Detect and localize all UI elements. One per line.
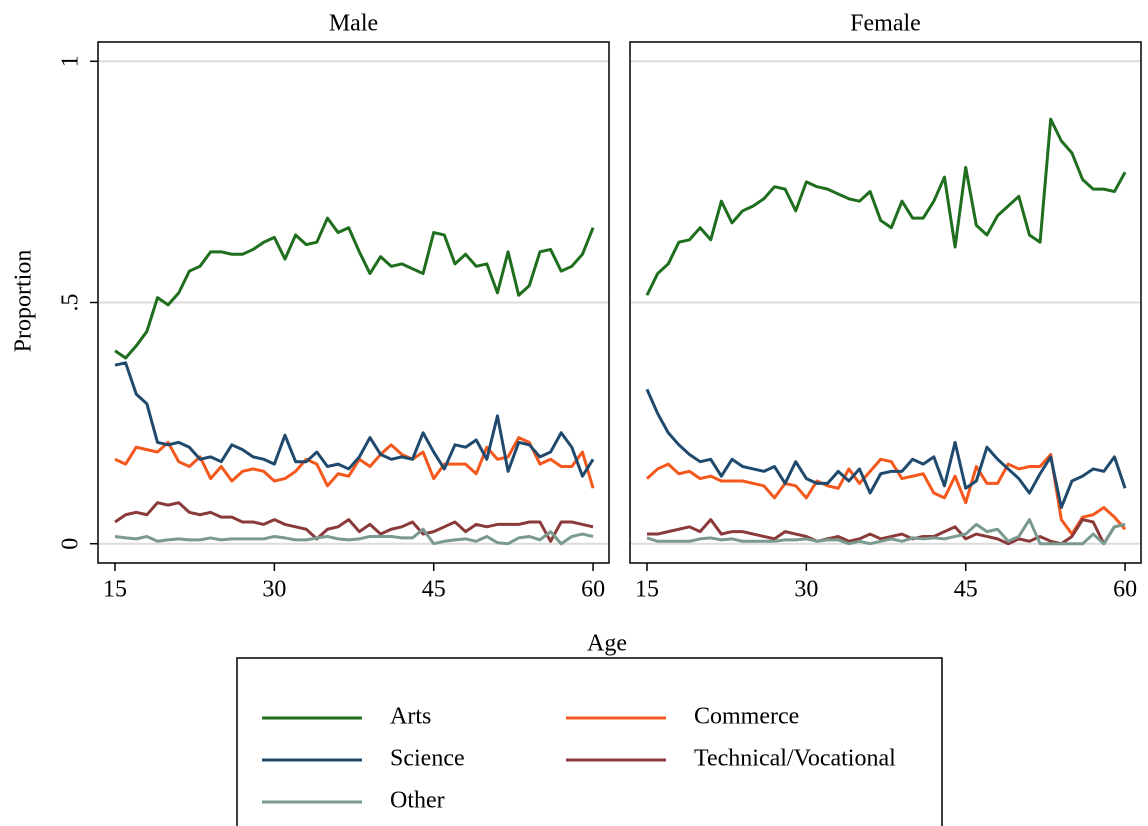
legend-label: Commerce [694,704,799,730]
plot-frame [629,41,1142,564]
y-tick-label: 0 [58,538,84,550]
series-line [114,436,595,489]
x-tick-label: 60 [581,577,605,603]
x-tick-label: 15 [103,577,127,603]
x-tick-label: 30 [794,577,818,603]
series-line [645,452,1127,536]
x-tick-label: 30 [262,577,286,603]
legend-box [236,657,943,826]
legend-label: Science [390,746,465,772]
series-line [114,216,595,360]
x-axis-label: Age [587,631,627,657]
series-line [114,501,594,543]
series-line [645,117,1127,296]
legend-label: Arts [390,704,431,730]
x-tick-label: 15 [635,577,659,603]
y-axis-label: Proportion [11,250,37,353]
panel-title: Male [329,11,378,37]
y-tick-label: .5 [58,294,84,312]
plot-frame [97,41,610,564]
series-line [646,518,1126,546]
legend-label: Technical/Vocational [694,746,896,772]
series-line [646,518,1126,546]
panel-title: Female [850,11,921,37]
x-tick-label: 45 [422,577,446,603]
series-line [114,527,594,546]
series-line [645,388,1127,510]
x-tick-label: 45 [954,577,978,603]
x-tick-label: 60 [1113,577,1137,603]
legend-label: Other [390,788,445,814]
y-tick-label: 1 [58,55,84,67]
series-line [114,361,595,478]
